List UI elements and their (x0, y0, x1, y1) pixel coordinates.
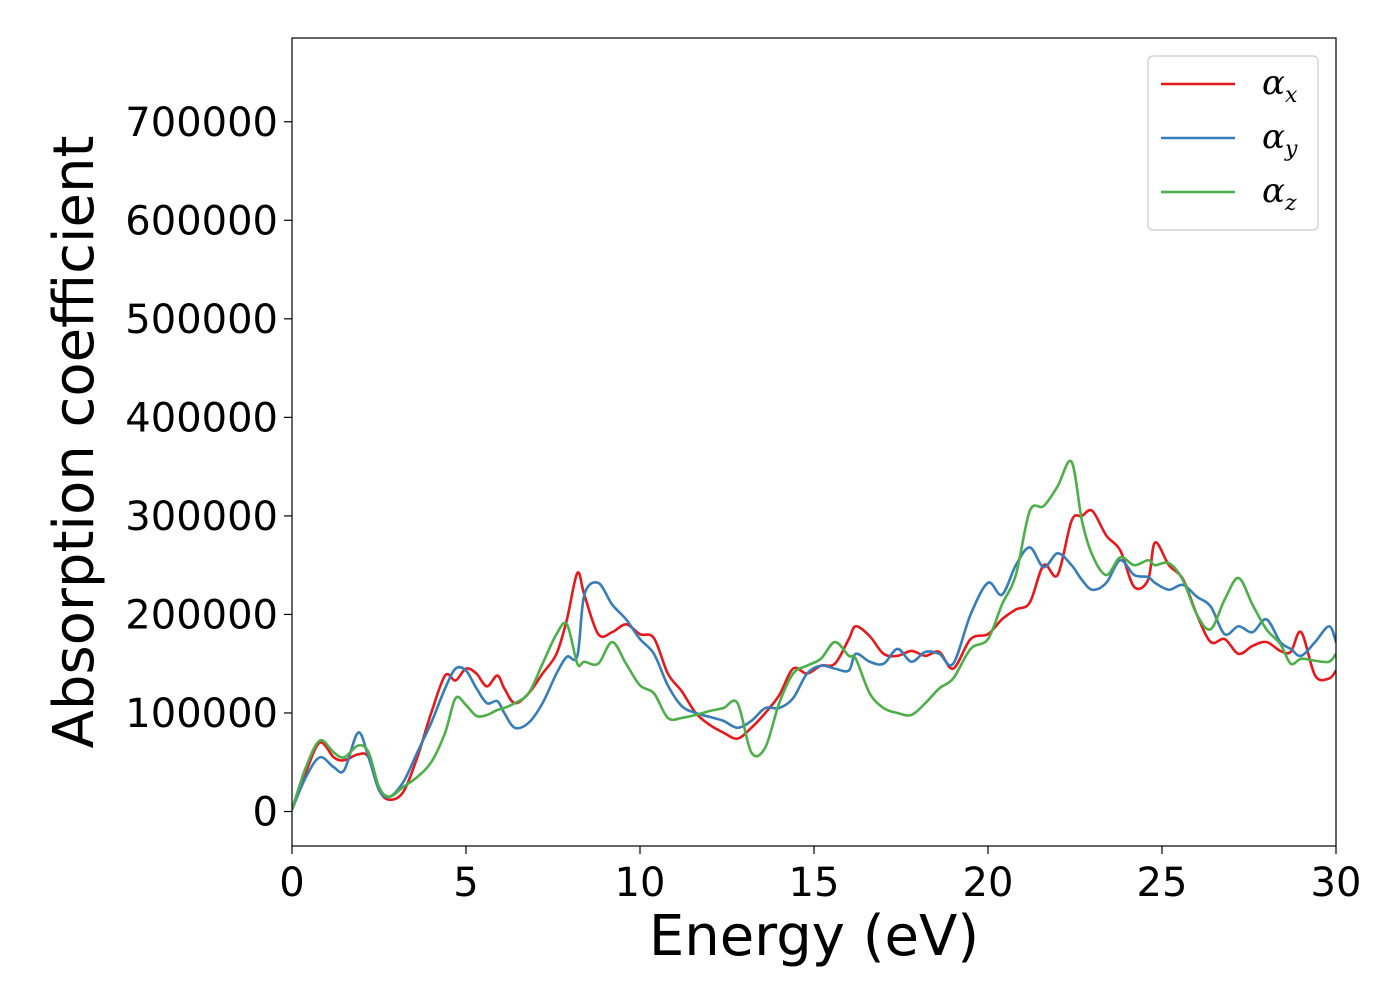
x-tick-label: 10 (615, 860, 666, 906)
y-axis-label: Absorption coefficient (42, 136, 107, 749)
legend-label-y: αy (1262, 117, 1298, 162)
x-axis-label: Energy (eV) (649, 904, 979, 969)
series-line-y (292, 546, 1336, 811)
x-tick-label: 5 (453, 860, 478, 906)
x-tick-label: 20 (963, 860, 1014, 906)
x-tick-label: 25 (1137, 860, 1188, 906)
x-tick-label: 0 (279, 860, 304, 906)
y-tick-label: 200000 (125, 592, 278, 638)
x-tick-label: 30 (1311, 860, 1362, 906)
y-tick-label: 500000 (125, 297, 278, 343)
y-tick-label: 700000 (125, 100, 278, 146)
series-line-z (292, 459, 1336, 811)
legend-box (1147, 55, 1319, 231)
y-tick-label: 0 (253, 790, 278, 836)
x-tick-label: 15 (789, 860, 840, 906)
y-tick-label: 100000 (125, 691, 278, 737)
y-tick-label: 400000 (125, 395, 278, 441)
y-tick-label: 600000 (125, 198, 278, 244)
y-tick-label: 300000 (125, 494, 278, 540)
series-line-x (292, 508, 1336, 811)
